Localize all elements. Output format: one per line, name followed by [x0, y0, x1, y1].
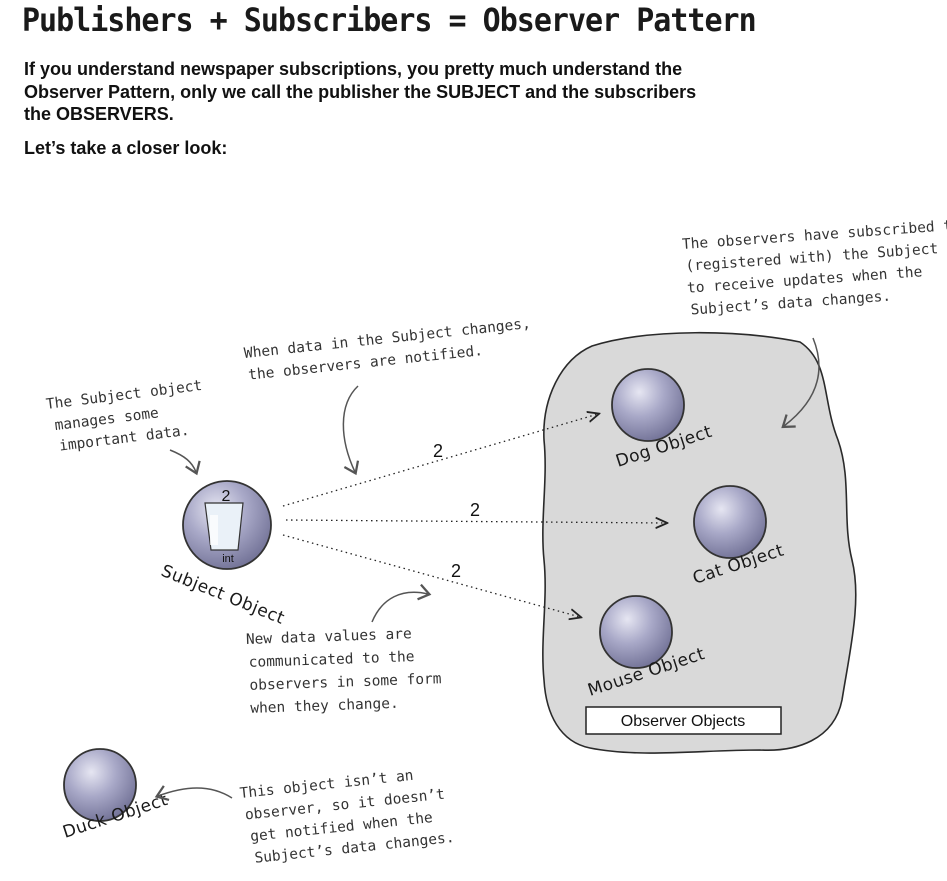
notify-value-dog: 2 — [433, 441, 443, 461]
arrow-communicated — [371, 583, 432, 623]
subject-type-label: int — [222, 553, 234, 565]
annotation-subscribed: The observers have subscribed to (regist… — [682, 218, 947, 319]
annotation-notified: When data in the Subject changes, the ob… — [243, 316, 531, 384]
annotation-subject-data: The Subject object manages some importan… — [45, 378, 203, 455]
arrow-notified — [342, 385, 360, 476]
intro-paragraph: If you understand newspaper subscription… — [24, 59, 697, 124]
observer-objects-box: Observer Objects — [585, 706, 782, 735]
annotation-communicated: New data values are communicated to the … — [246, 626, 442, 717]
duck-object: Duck Object — [60, 748, 171, 843]
subject-object: 2 int Subject Object — [158, 480, 287, 629]
svg-text:The Subject object: The Subject object — [45, 378, 203, 413]
observer-objects-label: Observer Objects — [621, 713, 745, 730]
notify-arrow-mouse — [282, 534, 580, 617]
page-title: Publishers + Subscribers = Observer Patt… — [22, 2, 757, 40]
arrow-not-observer — [154, 785, 233, 801]
notify-arrow-cat — [285, 520, 666, 523]
notify-value-cat: 2 — [470, 500, 480, 520]
subject-label: Subject Object — [158, 561, 287, 629]
subject-value: 2 — [222, 488, 231, 505]
svg-text:when they change.: when they change. — [250, 696, 399, 717]
arrow-subscribed — [781, 337, 820, 429]
arrow-subject-data — [169, 449, 201, 476]
svg-text:observers in some form: observers in some form — [249, 671, 442, 694]
svg-text:New data values are: New data values are — [246, 626, 412, 648]
annotation-not-observer: This object isn’t an observer, so it doe… — [239, 768, 455, 867]
svg-text:communicated to the: communicated to the — [248, 649, 414, 671]
notify-value-mouse: 2 — [451, 561, 461, 581]
lead-text: Let’s take a closer look: — [24, 138, 228, 158]
